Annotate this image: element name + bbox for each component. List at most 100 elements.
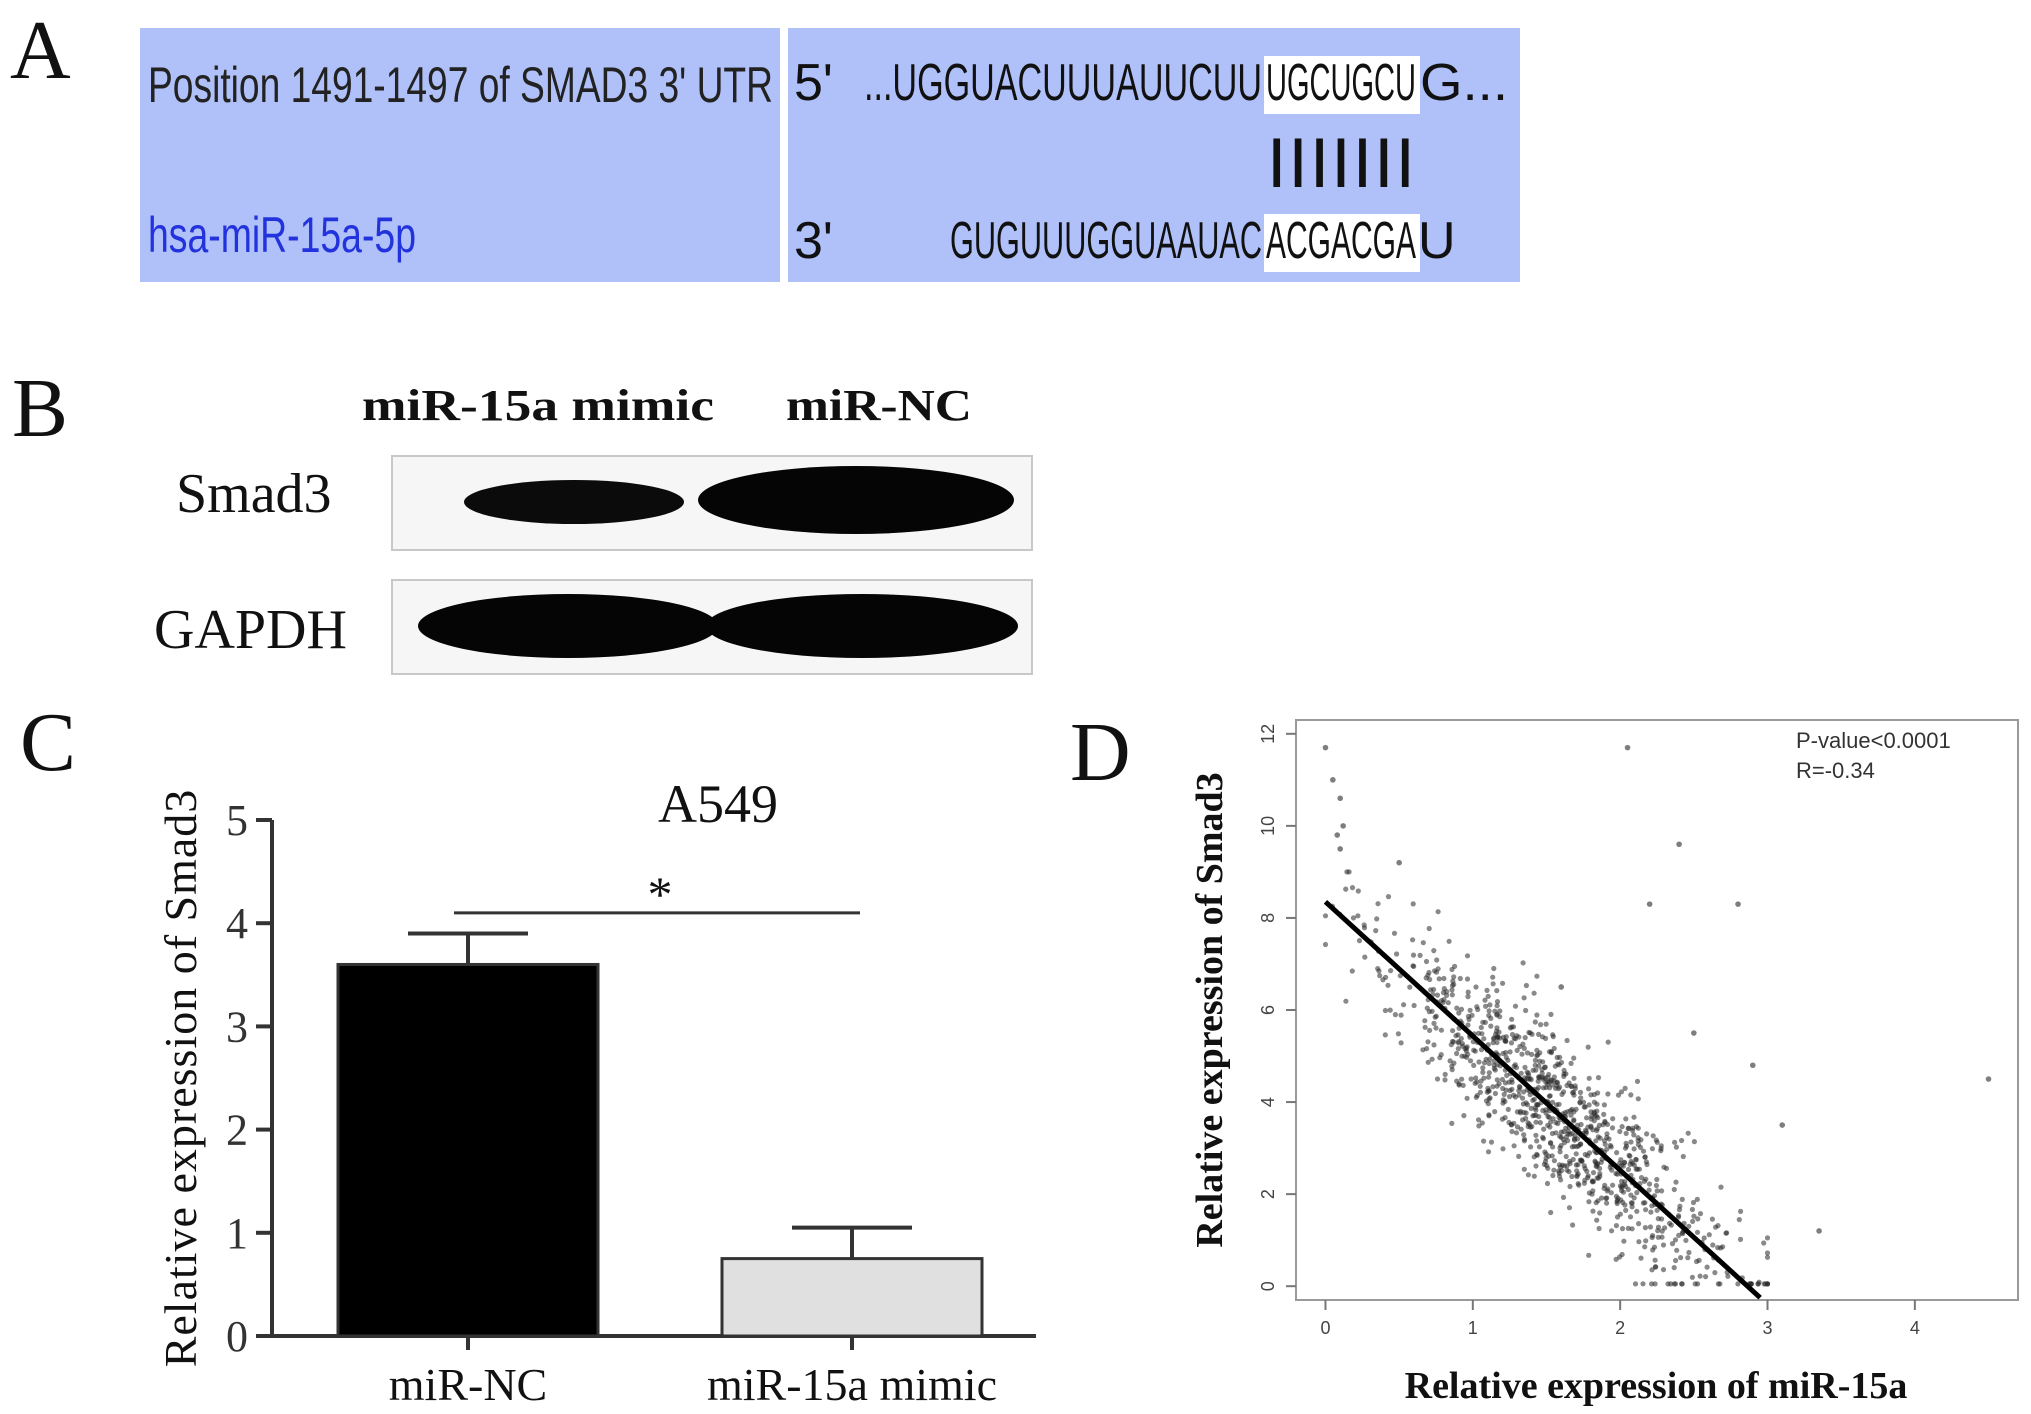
scatter-point: [1695, 1281, 1701, 1287]
scatter-point: [1441, 997, 1447, 1003]
x-tick-label: 3: [1763, 1318, 1773, 1338]
scatter-point: [1604, 1131, 1610, 1137]
scatter-point: [1610, 1182, 1616, 1188]
scatter-point: [1564, 1037, 1570, 1044]
scatter-point: [1461, 1113, 1467, 1119]
scatter-point: [1613, 1256, 1619, 1262]
scatter-point: [1647, 1224, 1653, 1230]
scatter-point: [1454, 1005, 1460, 1011]
scatter-point: [1539, 1034, 1546, 1040]
scatter-point: [1630, 1125, 1636, 1131]
scatter-point: [1623, 1130, 1629, 1136]
scatter-point: [1621, 1238, 1627, 1244]
scatter-point: [1605, 1039, 1611, 1045]
scatter-point: [1536, 1031, 1542, 1037]
scatter-point: [1601, 1102, 1607, 1108]
scatter-point: [1465, 994, 1471, 1000]
scatter-point: [1534, 1151, 1540, 1157]
scatter-point: [1524, 1050, 1531, 1056]
scatter-point: [1573, 1106, 1579, 1112]
scatter-point: [1620, 1199, 1626, 1205]
scatter-point: [1423, 958, 1430, 965]
y-tick-label: 0: [226, 1312, 248, 1361]
scatter-point: [1457, 975, 1463, 982]
scatter-point: [1448, 1042, 1454, 1048]
scatter-point: [1685, 1130, 1691, 1136]
scatter-point: [1568, 1083, 1574, 1089]
scatter-point: [1441, 975, 1447, 982]
scatter-point: [1669, 1241, 1676, 1247]
scatter-point: [1654, 1207, 1660, 1213]
scatter-point: [1591, 1118, 1597, 1124]
scatter-point: [1597, 1165, 1603, 1172]
scatter-point: [1537, 1050, 1543, 1056]
scatter-point: [1536, 1074, 1542, 1080]
scatter-point: [1628, 1092, 1634, 1098]
scatter-point: [1683, 1237, 1689, 1243]
scatter-point: [1644, 1131, 1650, 1137]
scatter-point: [1373, 928, 1379, 934]
scatter-point: [1591, 1110, 1597, 1116]
scatter-point: [1578, 1095, 1584, 1101]
scatter-point: [1540, 1085, 1547, 1091]
scatter-point: [1387, 1007, 1393, 1013]
scatter-point: [1691, 1213, 1697, 1219]
scatter-point: [1465, 1022, 1471, 1028]
scatter-point: [1445, 1000, 1451, 1006]
scatter-point: [1388, 968, 1394, 974]
scatter-point: [1382, 1007, 1388, 1014]
scatter-point: [1542, 1149, 1548, 1155]
scatter-point: [1761, 1281, 1767, 1287]
scatter-point: [1494, 1003, 1500, 1009]
scatter-point: [1590, 1208, 1596, 1214]
scatter-point: [1507, 1049, 1513, 1055]
band-gapdh-nc: [706, 594, 1018, 658]
scatter-point: [1550, 1172, 1556, 1179]
scatter-point: [1556, 1168, 1562, 1174]
scatter-point: [1653, 1182, 1659, 1189]
scatter-point: [1494, 1077, 1500, 1083]
scatter-point: [1467, 1007, 1473, 1013]
scatter-point: [1361, 922, 1367, 928]
scatter-point: [1513, 1065, 1520, 1071]
scatter-point: [1490, 1040, 1496, 1046]
scatter-point: [1433, 1013, 1439, 1019]
scatter-point: [1649, 1267, 1655, 1273]
scatter-point: [1644, 1161, 1650, 1168]
scatter-point: [1579, 1158, 1585, 1165]
scatter-point: [1488, 1023, 1494, 1029]
scatter-point: [1422, 1018, 1428, 1024]
scatter-point: [1696, 1257, 1702, 1263]
scatter-point: [1668, 1281, 1674, 1287]
alignment-label-box: [140, 28, 780, 282]
scatter-point: [1477, 1083, 1483, 1089]
scatter-point: [1655, 1228, 1661, 1234]
scatter-point: [1424, 1046, 1430, 1052]
scatter-point: [1484, 987, 1490, 994]
scatter-point: [1427, 1027, 1433, 1033]
scatter-point: [1563, 1153, 1569, 1160]
scatter-point: [1392, 1012, 1398, 1018]
x-tick-label: 1: [1468, 1318, 1478, 1338]
scatter-point: [1613, 1223, 1619, 1229]
scatter-point: [1500, 980, 1506, 986]
scatter-point: [1634, 1078, 1641, 1084]
mirna-sequence-suffix: U: [1418, 212, 1456, 270]
scatter-point: [1574, 1122, 1581, 1128]
scatter-point: [1671, 1186, 1677, 1193]
scatter-point: [1571, 1075, 1577, 1081]
scatter-point: [1410, 901, 1416, 907]
x-axis-title: Relative expression of miR-15a: [1405, 1365, 1908, 1407]
scatter-point: [1502, 1080, 1508, 1086]
scatter-point: [1442, 1071, 1448, 1077]
scatter-point: [1355, 888, 1361, 894]
scatter-point: [1521, 995, 1527, 1001]
scatter-point: [1697, 1211, 1704, 1217]
scatter-point: [1555, 1080, 1561, 1086]
scatter-point: [1735, 1281, 1741, 1287]
scatter-point: [1582, 1104, 1588, 1110]
scatter-point: [1674, 1247, 1680, 1253]
scatter-point: [1712, 1270, 1718, 1276]
scatter-point: [1506, 1094, 1513, 1100]
x-tick-label: miR-NC: [389, 1359, 547, 1410]
